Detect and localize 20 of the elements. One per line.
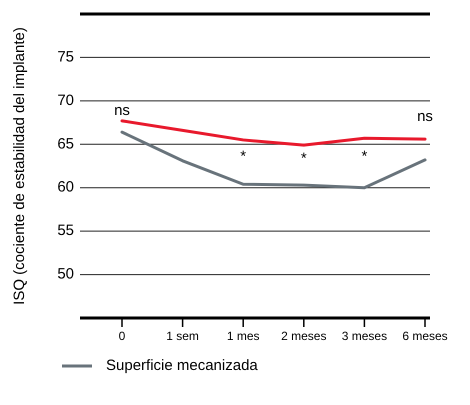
x-tick-label: 1 mes bbox=[226, 329, 260, 343]
x-tick-label: 2 meses bbox=[281, 329, 326, 343]
annotation: * bbox=[361, 148, 368, 165]
x-tick-label: 3 meses bbox=[342, 329, 388, 343]
y-tick-label: 65 bbox=[57, 135, 74, 152]
annotation: ns bbox=[114, 102, 130, 119]
legend-label: Superficie mecanizada bbox=[106, 356, 258, 374]
line-series bbox=[120, 130, 426, 190]
x-tick-label: 1 sem bbox=[166, 329, 199, 343]
x-tick-label: 0 bbox=[118, 329, 126, 343]
y-tick-label: 70 bbox=[57, 92, 74, 109]
y-tick-label: 55 bbox=[57, 222, 74, 240]
y-tick-label: 60 bbox=[57, 178, 74, 196]
annotation: * bbox=[300, 150, 307, 167]
annotation: * bbox=[240, 148, 246, 165]
x-tick-label: 6 meses bbox=[402, 329, 448, 343]
y-axis-title: ISQ (cociente de estabilidad del implante) bbox=[10, 27, 28, 305]
y-tick-label: 50 bbox=[57, 266, 74, 283]
annotation: ns bbox=[417, 108, 433, 125]
y-tick-label: 75 bbox=[57, 48, 74, 66]
